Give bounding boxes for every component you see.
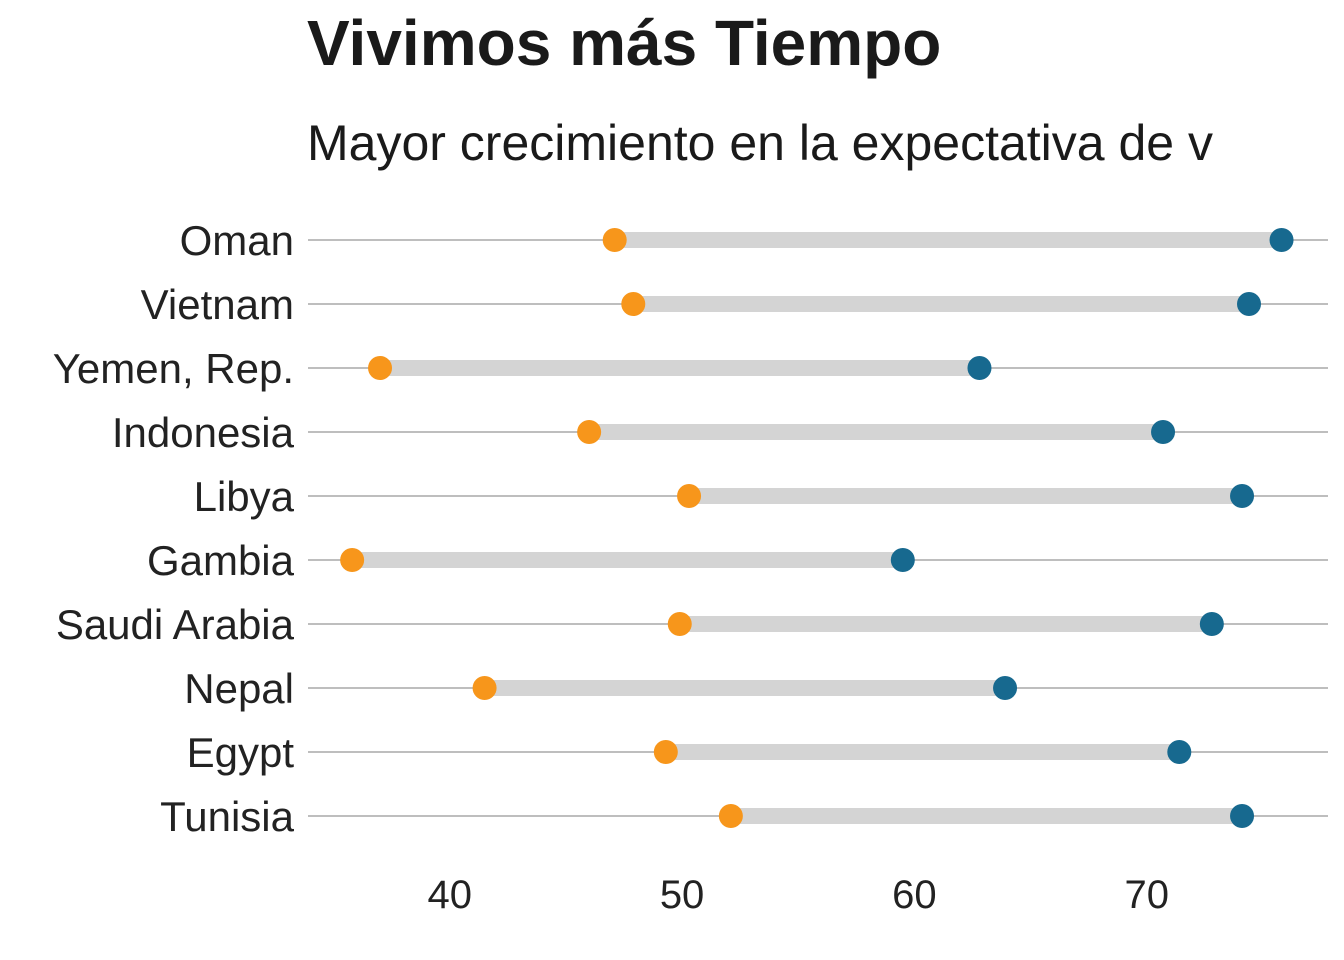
- point-end-saudi-arabia: [1199, 612, 1224, 636]
- chart-rows: Oman Vietnam Yemen, Rep. Indonesia Libya Gamb…: [53, 217, 1328, 840]
- x-tick-label-50: 50: [660, 873, 705, 917]
- category-label-nepal: Nepal: [184, 665, 294, 712]
- point-end-vietnam: [1237, 292, 1262, 316]
- point-start-vietnam: [621, 292, 646, 316]
- category-label-egypt: Egypt: [187, 729, 295, 776]
- chart-subtitle: Mayor crecimiento en la expectativa de v: [307, 115, 1213, 171]
- chart-title: Vivimos más Tiempo: [307, 7, 942, 79]
- point-start-indonesia: [577, 420, 602, 444]
- category-label-libya: Libya: [194, 473, 295, 520]
- category-label-oman: Oman: [180, 217, 294, 264]
- category-label-saudi-arabia: Saudi Arabia: [56, 601, 295, 648]
- point-end-oman: [1269, 228, 1294, 252]
- point-end-egypt: [1167, 740, 1192, 764]
- category-label-gambia: Gambia: [147, 537, 295, 584]
- point-end-nepal: [993, 676, 1018, 700]
- point-start-tunisia: [718, 804, 743, 828]
- point-end-yemen-rep: [967, 356, 992, 380]
- x-tick-label-40: 40: [427, 873, 472, 917]
- point-start-nepal: [472, 676, 497, 700]
- category-label-vietnam: Vietnam: [141, 281, 294, 328]
- point-start-libya: [677, 484, 702, 508]
- point-start-gambia: [340, 548, 365, 572]
- x-tick-label-70: 70: [1125, 873, 1170, 917]
- category-label-tunisia: Tunisia: [160, 793, 294, 840]
- point-start-saudi-arabia: [667, 612, 692, 636]
- point-start-egypt: [653, 740, 678, 764]
- point-start-yemen-rep: [368, 356, 393, 380]
- point-start-oman: [602, 228, 627, 252]
- x-tick-label-60: 60: [892, 873, 937, 917]
- category-label-indonesia: Indonesia: [112, 409, 295, 456]
- x-axis-ticks: 40 50 60 70: [427, 873, 1169, 917]
- point-end-indonesia: [1151, 420, 1176, 444]
- point-end-tunisia: [1230, 804, 1255, 828]
- point-end-gambia: [890, 548, 915, 572]
- category-label-yemen-rep: Yemen, Rep.: [53, 345, 294, 392]
- point-end-libya: [1230, 484, 1255, 508]
